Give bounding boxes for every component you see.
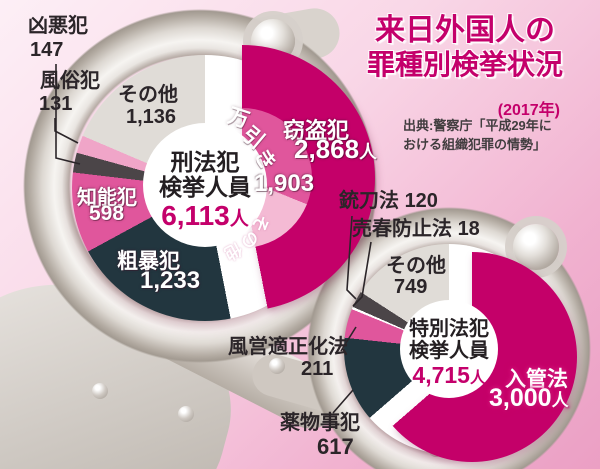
label-morals-offense: 風俗犯: [40, 70, 100, 92]
center-total-unit: 人: [469, 370, 486, 387]
center-total: 4,715人: [394, 362, 504, 392]
label-prostitution-prevention-law-text: 売春防止法: [352, 218, 452, 240]
pie-special-law-center-label: 特別法犯 検挙人員 4,715人: [394, 318, 504, 392]
label-entertainment-business-law: 風営適正化法: [228, 336, 348, 358]
value-morals-offense: 131: [39, 93, 73, 115]
value-violent-crime: 147: [30, 39, 64, 61]
value-theft: 2,868人: [294, 134, 377, 165]
label-violent-crime: 凶悪犯: [28, 15, 88, 37]
label-others-special: その他: [386, 255, 446, 277]
value-shoplifting: 1,903: [254, 170, 315, 197]
value-theft-number: 2,868: [294, 134, 360, 164]
label-immigration-law: 入管法: [505, 368, 568, 391]
handcuff-rivet-right-icon: [513, 224, 559, 270]
label-firearms-swords-law: 銃刀法 120: [339, 191, 438, 212]
value-firearms-swords-law: 120: [404, 190, 438, 212]
value-immigration-law-unit: 人: [551, 391, 569, 410]
label-prostitution-prevention-law: 売春防止法 18: [352, 219, 480, 240]
center-label-line2: 検挙人員: [159, 174, 251, 200]
pie-special-law-center-hole: [400, 300, 498, 398]
source-line2: おける組織犯罪の情勢」: [403, 137, 547, 152]
bolt-icon: [92, 383, 108, 399]
label-theft: 窃盗犯: [283, 118, 350, 143]
source-line1: 出典:警察庁「平成29年に: [403, 118, 552, 133]
center-label-line1: 特別法犯: [409, 318, 489, 340]
center-total-number: 4,715: [412, 362, 470, 388]
label-drug-offense: 薬物事犯: [280, 412, 360, 434]
center-total: 6,113人: [140, 200, 270, 236]
source-citation: 出典:警察庁「平成29年に おける組織犯罪の情勢」: [403, 116, 552, 154]
pie-criminal-law-center-hole: [143, 123, 267, 247]
value-others-criminal: 1,136: [126, 106, 177, 128]
label-assault-crime: 粗暴犯: [117, 250, 180, 273]
center-label-line1: 刑法犯: [170, 149, 240, 175]
value-theft-unit: 人: [359, 142, 377, 162]
pie-criminal-law-center-label: 刑法犯 検挙人員 6,113人: [140, 150, 270, 236]
page-title-line2: 罪種別検挙状況: [366, 49, 563, 80]
label-firearms-swords-law-text: 銃刀法: [339, 190, 399, 212]
value-others-special: 749: [394, 276, 428, 298]
value-intellectual-crime: 598: [89, 202, 125, 225]
bolt-icon: [269, 358, 285, 374]
center-total-unit: 人: [229, 209, 249, 230]
value-assault-crime: 1,233: [140, 267, 201, 294]
label-intellectual-crime: 知能犯: [77, 187, 137, 209]
value-prostitution-prevention-law: 18: [457, 218, 480, 240]
bolt-icon: [178, 406, 194, 422]
label-others-criminal: その他: [118, 84, 178, 106]
center-label-line2: 検挙人員: [409, 340, 489, 362]
page-title: 来日外国人の 罪種別検挙状況: [345, 14, 585, 81]
center-total-number: 6,113: [161, 200, 230, 231]
value-immigration-law: 3,000人: [489, 384, 569, 413]
page-title-line1: 来日外国人の: [375, 14, 555, 47]
year-note: (2017年): [497, 102, 560, 119]
value-immigration-law-number: 3,000: [489, 384, 552, 412]
value-entertainment-business-law: 211: [301, 358, 334, 380]
value-drug-offense: 617: [317, 434, 354, 459]
